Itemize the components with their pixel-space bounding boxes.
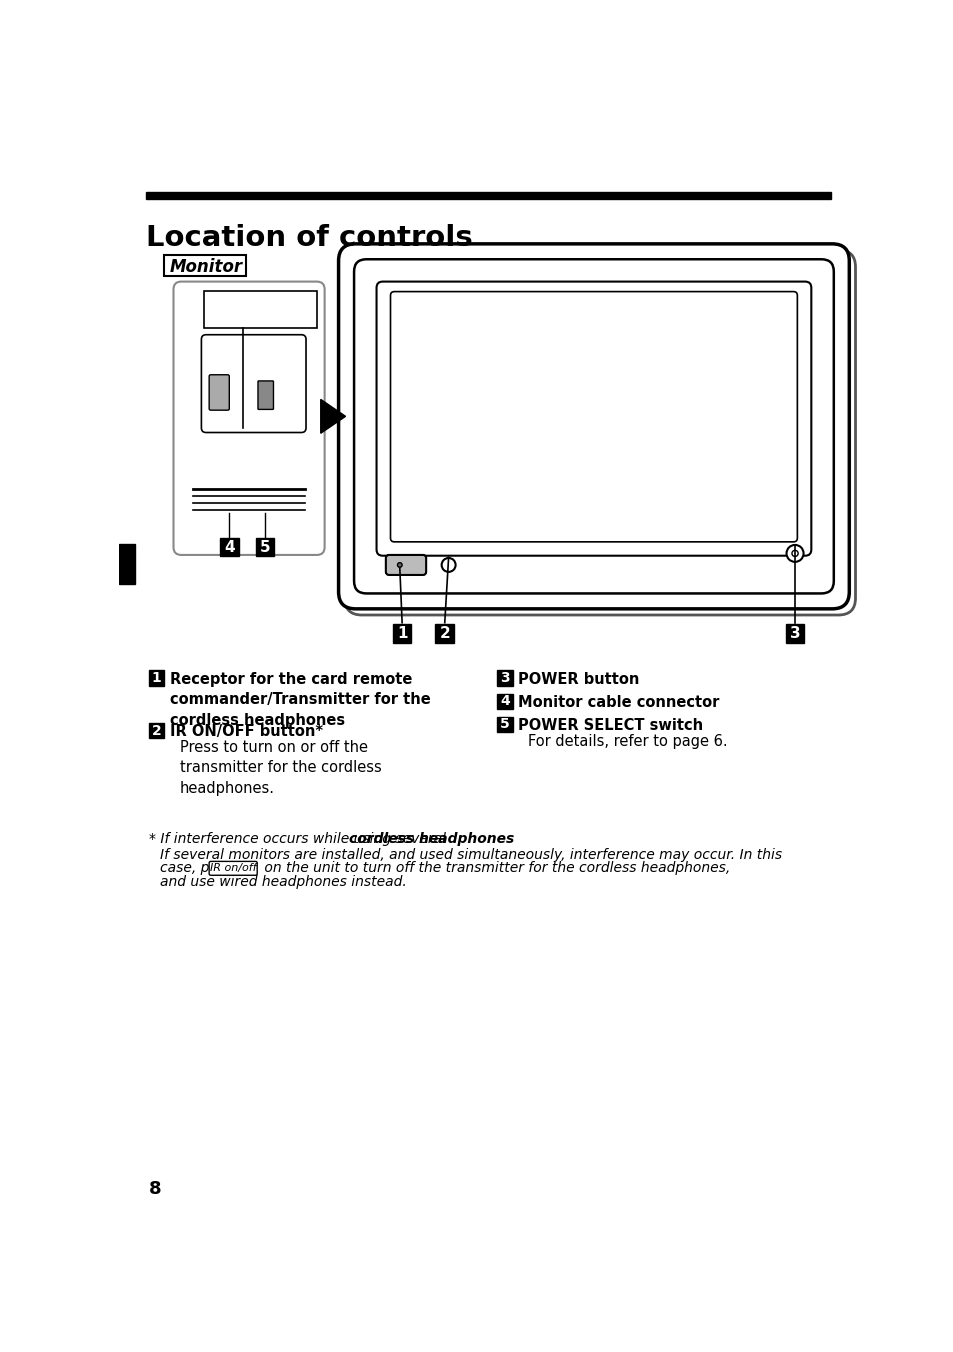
Text: POWER button: POWER button [517,672,639,687]
FancyBboxPatch shape [257,381,274,410]
Text: case, press: case, press [159,861,242,875]
Text: 2: 2 [152,723,161,737]
Text: IR on/off: IR on/off [210,864,256,873]
Circle shape [441,558,456,572]
Text: 2: 2 [439,626,450,641]
Text: 4: 4 [224,539,234,554]
Text: 3: 3 [500,671,510,685]
Text: on the unit to turn off the transmitter for the cordless headphones,: on the unit to turn off the transmitter … [260,861,730,875]
Text: 8: 8 [149,1180,161,1198]
Text: 4: 4 [499,694,510,708]
FancyBboxPatch shape [209,375,229,410]
Circle shape [397,562,402,568]
Bar [497,694,513,708]
FancyBboxPatch shape [164,254,245,276]
Text: cordless headphones: cordless headphones [348,831,514,846]
FancyBboxPatch shape [385,554,426,575]
Text: 5: 5 [499,718,510,731]
Text: 1: 1 [152,671,161,685]
Bar [220,538,238,557]
Bar [435,625,454,642]
FancyBboxPatch shape [376,281,810,556]
Text: IR ON/OFF button*: IR ON/OFF button* [170,725,322,740]
FancyBboxPatch shape [390,292,797,542]
Text: 5: 5 [259,539,270,554]
FancyBboxPatch shape [201,335,306,433]
Bar [497,717,513,731]
FancyBboxPatch shape [173,281,324,554]
Text: Monitor: Monitor [170,258,242,276]
Text: 3: 3 [789,626,800,641]
Bar [393,625,411,642]
FancyBboxPatch shape [338,243,848,608]
Circle shape [791,550,798,557]
Bar [497,671,513,685]
Text: * If interference occurs while using several: * If interference occurs while using sev… [149,831,450,846]
FancyBboxPatch shape [354,260,833,594]
Bar [146,192,831,199]
Text: 1: 1 [396,626,407,641]
Text: For details, refer to page 6.: For details, refer to page 6. [528,734,727,749]
Bar [119,544,134,584]
Circle shape [785,545,802,562]
FancyBboxPatch shape [344,250,855,615]
Text: Receptor for the card remote
commander/Transmitter for the
cordless headphones: Receptor for the card remote commander/T… [170,672,430,727]
Text: Location of controls: Location of controls [146,224,473,251]
Bar [204,291,316,327]
FancyBboxPatch shape [209,861,257,875]
Text: and use wired headphones instead.: and use wired headphones instead. [159,875,406,890]
Text: POWER SELECT switch: POWER SELECT switch [517,718,702,733]
Bar [149,671,164,685]
Text: If several monitors are installed, and used simultaneously, interference may occ: If several monitors are installed, and u… [159,848,781,861]
Text: Monitor cable connector: Monitor cable connector [517,695,719,710]
Polygon shape [320,399,345,433]
Bar [149,723,164,738]
Bar [785,625,803,642]
Bar [255,538,274,557]
Text: Press to turn on or off the
transmitter for the cordless
headphones.: Press to turn on or off the transmitter … [179,740,381,795]
